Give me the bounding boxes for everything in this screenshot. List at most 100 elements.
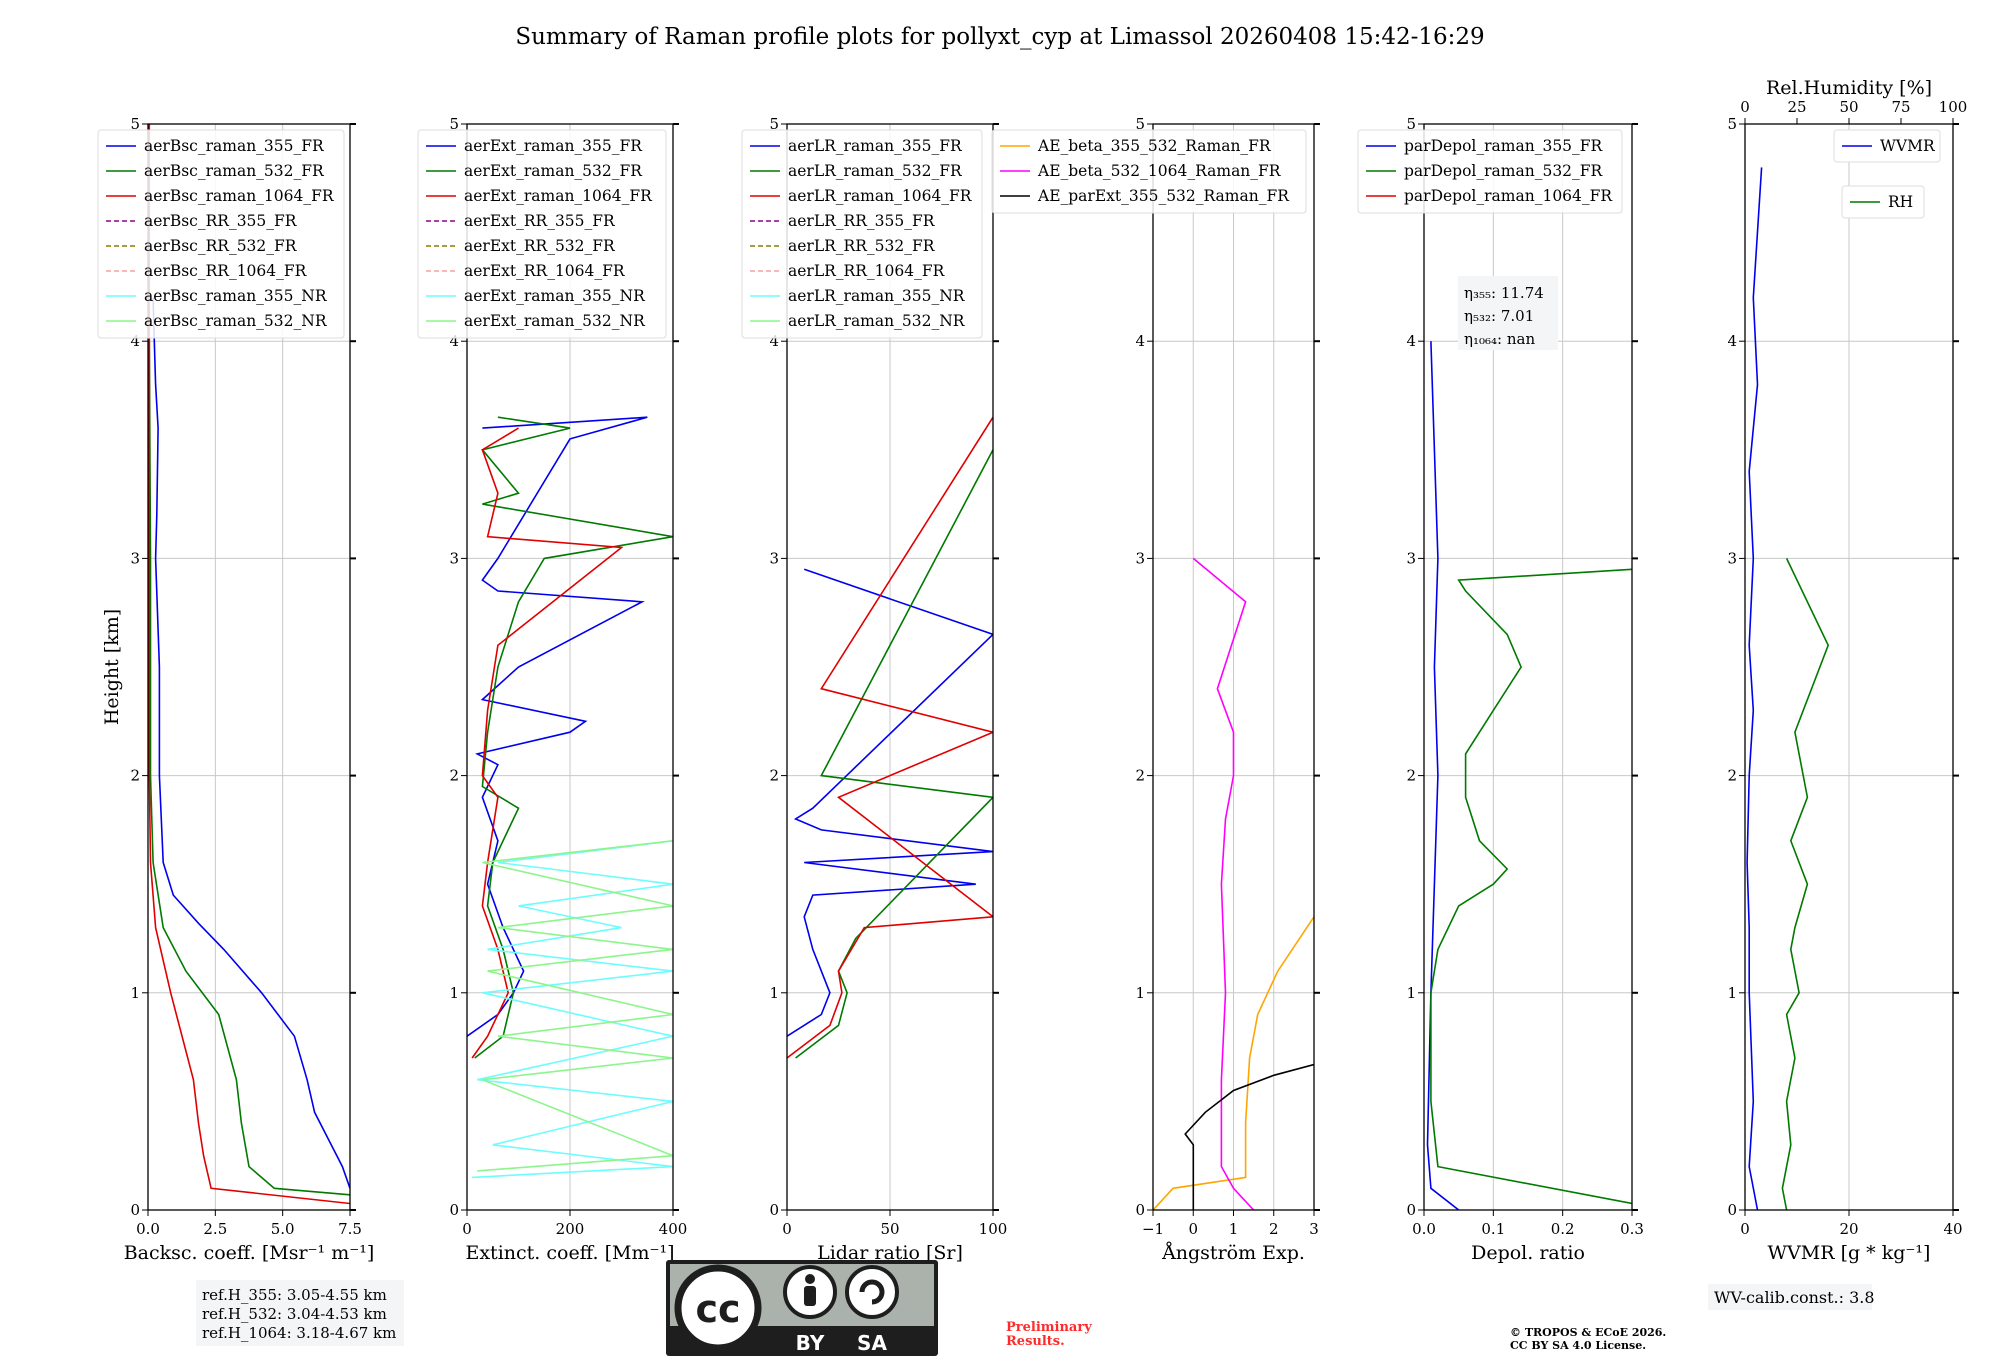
series-line-parDepol_raman_532_FR	[1430, 568, 1632, 1205]
panel-3: 0 50 100 0 1 2 3 4 5 Lidar ratio [Sr] aerLR_raman_…	[741, 115, 1008, 1264]
x2-tick-label: 50	[1839, 98, 1858, 116]
legend-box-rh	[1841, 185, 1925, 219]
y-tick-label: 2	[1135, 767, 1145, 785]
y-tick-label: 4	[1406, 332, 1416, 350]
y-tick-label: 0	[130, 1201, 140, 1219]
ref-height-box: ref.H_355: 3.05-4.55 km ref.H_532: 3.04-…	[196, 1280, 404, 1346]
legend-label-aerExt_RR_355_FR: aerExt_RR_355_FR	[464, 212, 616, 230]
x-tick-label: 40	[1943, 1220, 1962, 1238]
y-tick-label: 3	[130, 549, 140, 567]
y-tick-label: 4	[130, 332, 140, 350]
panel-1: 0.0 2.5 5.0 7.5 0 1 2 3 4 5 Backsc. coeff. [Msr⁻¹ …	[97, 115, 374, 1264]
x-axis-label: Lidar ratio [Sr]	[817, 1242, 963, 1264]
y-tick-label: 5	[769, 115, 779, 133]
y-tick-label: 3	[449, 549, 459, 567]
y-tick-label: 2	[1406, 767, 1416, 785]
legend-label-aerLR_raman_532_FR: aerLR_raman_532_FR	[788, 162, 963, 180]
legend-label-aerExt_raman_355_FR: aerExt_raman_355_FR	[464, 137, 643, 155]
legend-label-aerExt_raman_1064_FR: aerExt_raman_1064_FR	[464, 187, 653, 205]
legend-label-RH: RH	[1888, 193, 1913, 211]
eta-annotation: η₅₃₂: 7.01	[1464, 307, 1534, 325]
series-line-aerExt_raman_1064_FR	[471, 427, 624, 1059]
legend-label-aerLR_raman_355_FR: aerLR_raman_355_FR	[788, 137, 963, 155]
legend-label-aerLR_RR_532_FR: aerLR_RR_532_FR	[788, 237, 936, 255]
ref-height-532: ref.H_532: 3.04-4.53 km	[202, 1305, 387, 1323]
y-tick-label: 5	[449, 115, 459, 133]
legend-label-aerExt_RR_532_FR: aerExt_RR_532_FR	[464, 237, 616, 255]
series-line-AE_parExt_355_532_Raman_FR	[1184, 1063, 1314, 1210]
legend-label-aerBsc_RR_532_FR: aerBsc_RR_532_FR	[144, 237, 298, 255]
legend-label-aerLR_RR_355_FR: aerLR_RR_355_FR	[788, 212, 936, 230]
legend-label-aerLR_raman_1064_FR: aerLR_raman_1064_FR	[788, 187, 973, 205]
legend-label-aerExt_RR_1064_FR: aerExt_RR_1064_FR	[464, 262, 626, 280]
x2-tick-label: 25	[1787, 98, 1806, 116]
series-line-aerLR_raman_355_FR	[787, 568, 993, 1037]
legend-label-aerLR_RR_1064_FR: aerLR_RR_1064_FR	[788, 262, 946, 280]
cc-license-badge: cc BY SA	[666, 1260, 938, 1356]
panel-2: 0 200 400 0 1 2 3 4 5 Extinct. coeff. [Mm⁻¹] aerEx…	[417, 115, 688, 1264]
x-tick-label: 5.0	[271, 1220, 295, 1238]
legend-label-parDepol_raman_355_FR: parDepol_raman_355_FR	[1404, 137, 1604, 155]
legend-label-parDepol_raman_532_FR: parDepol_raman_532_FR	[1404, 162, 1604, 180]
copyright-line2: CC BY SA 4.0 License.	[1510, 1339, 1646, 1352]
legend-label-aerExt_raman_532_NR: aerExt_raman_532_NR	[464, 312, 646, 330]
y-tick-label: 5	[1727, 115, 1737, 133]
y-tick-label: 4	[769, 332, 779, 350]
series-line-AE_beta_355_532_Raman_FR	[1153, 916, 1314, 1210]
legend-label-AE_parExt_355_532_Raman_FR: AE_parExt_355_532_Raman_FR	[1037, 187, 1290, 205]
y-tick-label: 4	[449, 332, 459, 350]
x-tick-label: 200	[556, 1220, 585, 1238]
ref-height-box-bg	[196, 1280, 404, 1346]
legend-label-aerExt_raman_532_FR: aerExt_raman_532_FR	[464, 162, 643, 180]
y-tick-label: 4	[1135, 332, 1145, 350]
x-tick-label: 0.0	[1412, 1220, 1436, 1238]
legend-box	[741, 129, 983, 339]
panel-6: 0 20 40 0 1 2 3 4 5 WVMR [g * kg⁻¹] 0 25 50 75 100 Rel.…	[1727, 77, 1967, 1264]
x-axis-label: Depol. ratio	[1471, 1242, 1585, 1264]
y-tick-label: 2	[130, 767, 140, 785]
series-line-aerLR_raman_1064_FR	[787, 416, 993, 1059]
x-tick-label: 50	[880, 1220, 899, 1238]
legend-label-aerBsc_RR_1064_FR: aerBsc_RR_1064_FR	[144, 262, 308, 280]
x-tick-label: 0	[1740, 1220, 1750, 1238]
x-tick-label: 0.2	[1551, 1220, 1575, 1238]
series-line-aerBsc_raman_532_FR	[148, 341, 350, 1196]
preliminary-note-line1: Preliminary	[1006, 1320, 1092, 1335]
x-tick-label: 0	[782, 1220, 792, 1238]
wv-calib-const: WV-calib.const.: 3.8	[1714, 1288, 1875, 1307]
legend-label-AE_beta_355_532_Raman_FR: AE_beta_355_532_Raman_FR	[1037, 137, 1272, 155]
by-person-head	[805, 1274, 815, 1284]
y-tick-label: 0	[1406, 1201, 1416, 1219]
legend-box-wvmr	[1833, 129, 1941, 163]
x-tick-label: 100	[979, 1220, 1008, 1238]
eta-box	[1458, 276, 1558, 350]
series-line-WVMR	[1746, 167, 1763, 1210]
y-tick-label: 0	[1727, 1201, 1737, 1219]
by-person-body	[804, 1286, 816, 1306]
panels: 0.0 2.5 5.0 7.5 0 1 2 3 4 5 Backsc. coeff. [Msr⁻¹ …	[97, 77, 1967, 1264]
x2-tick-label: 0	[1740, 98, 1750, 116]
x2-axis-label: Rel.Humidity [%]	[1766, 77, 1932, 99]
y-tick-label: 5	[130, 115, 140, 133]
sa-share-icon	[845, 1265, 899, 1319]
y-tick-label: 1	[1406, 984, 1416, 1002]
ref-height-355: ref.H_355: 3.05-4.55 km	[202, 1286, 387, 1304]
series-line-aerBsc_raman_355_FR	[152, 297, 350, 1189]
sa-share-arrow	[859, 1279, 885, 1305]
x-tick-label: 400	[659, 1220, 688, 1238]
legend-label-aerLR_raman_532_NR: aerLR_raman_532_NR	[788, 312, 966, 330]
y-tick-label: 2	[769, 767, 779, 785]
figure-title: Summary of Raman profile plots for polly…	[515, 24, 1484, 50]
legend-label-aerBsc_raman_355_FR: aerBsc_raman_355_FR	[144, 137, 325, 155]
eta-annotation: η₃₅₅: 11.74	[1464, 284, 1544, 302]
legend-box	[991, 129, 1307, 214]
by-label: BY	[796, 1331, 825, 1355]
y-tick-label: 3	[1727, 549, 1737, 567]
series-line-aerExt_raman_355_NR	[472, 840, 673, 1179]
legend-box	[1357, 129, 1623, 214]
x-axis-label: Extinct. coeff. [Mm⁻¹]	[465, 1242, 674, 1264]
series-line-RH	[1781, 558, 1830, 1210]
series-line-aerExt_raman_355_FR	[467, 416, 648, 1037]
panel-5: 0.0 0.1 0.2 0.3 0 1 2 3 4 5 Depol. ratio parDepol_r…	[1357, 115, 1644, 1264]
